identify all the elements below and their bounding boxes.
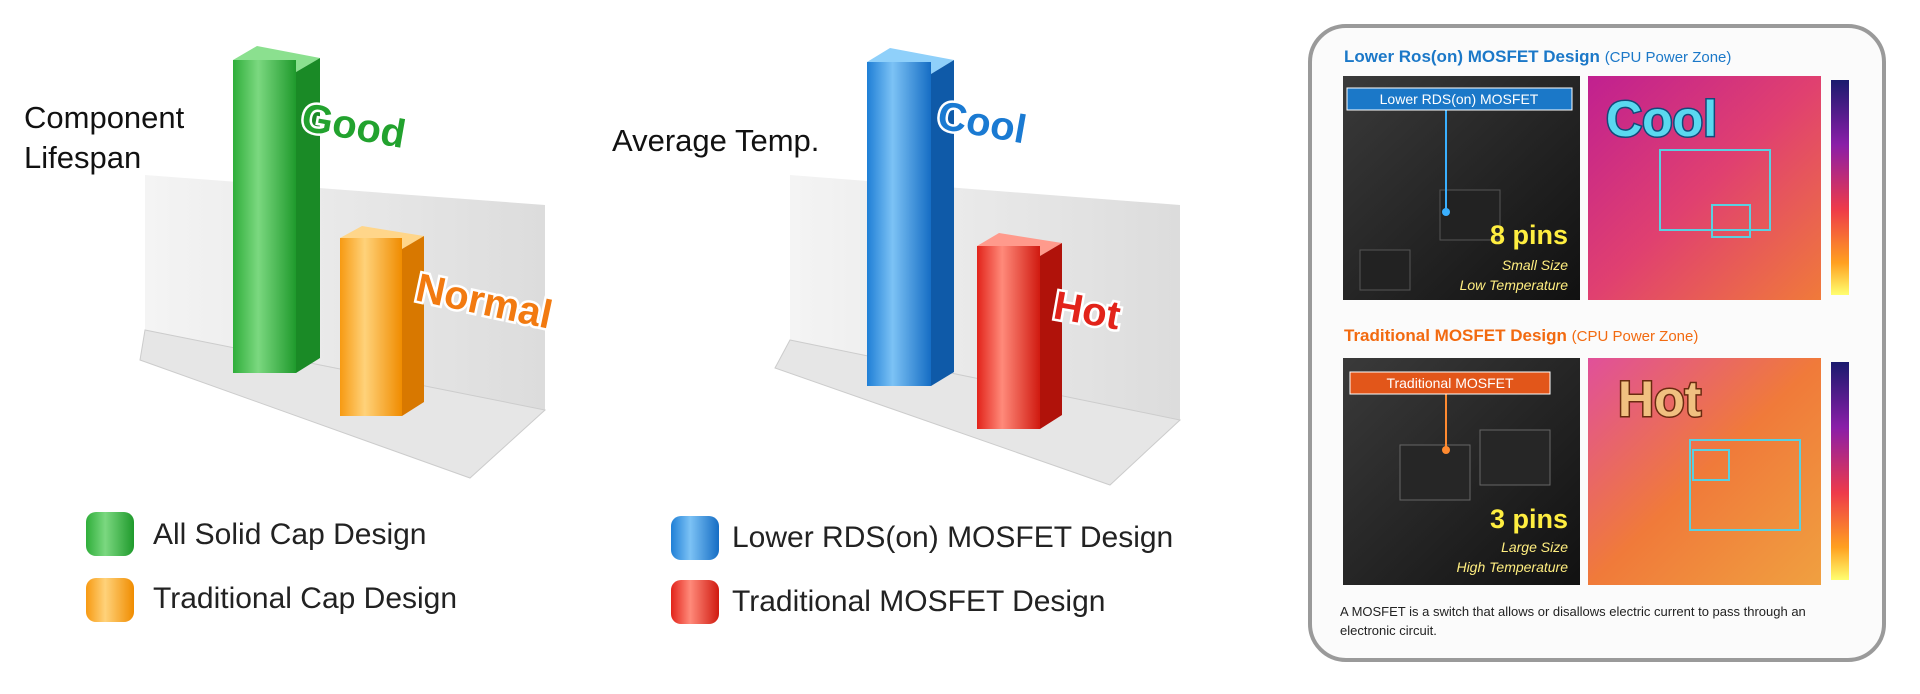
pins: 8 pins: [1490, 220, 1568, 250]
bar: [867, 62, 931, 386]
thermal-image: [1588, 76, 1821, 300]
size: Large Size: [1501, 539, 1568, 555]
temperature: Low Temperature: [1460, 277, 1569, 293]
legend-swatch: [86, 578, 134, 622]
footnote: A MOSFET is a switch that allows or disa…: [1340, 604, 1806, 638]
thermal-image: [1588, 358, 1821, 585]
pointer-dot: [1442, 446, 1450, 454]
chip-label-box: [1349, 371, 1551, 395]
section-title: Lower Ros(on) MOSFET Design (CPU Power Z…: [1344, 47, 1731, 66]
legend-swatch: [671, 580, 719, 624]
chip-label: Lower RDS(on) MOSFET: [1380, 91, 1539, 107]
thermal-outline: [1711, 204, 1751, 238]
thermal-outline: [1659, 149, 1771, 231]
bar: [233, 60, 296, 373]
legend-label: Traditional Cap Design: [153, 582, 457, 615]
chip-label-box: [1346, 87, 1573, 111]
pointer-dot: [1442, 208, 1450, 216]
temperature: High Temperature: [1456, 559, 1568, 575]
legend-swatch: [86, 512, 134, 556]
legend-label: Traditional MOSFET Design: [732, 585, 1105, 618]
axis-label: Component Lifespan: [24, 100, 185, 175]
bar-top: [977, 233, 1062, 256]
bar: [977, 246, 1040, 429]
legend-swatch: [671, 516, 719, 560]
bar-side: [402, 236, 424, 416]
thermal-label: Hot: [1618, 371, 1702, 427]
bar: [340, 238, 402, 416]
legend-label: Lower RDS(on) MOSFET Design: [732, 521, 1173, 554]
thermal-label: Cool: [1606, 91, 1717, 147]
chip-label: Traditional MOSFET: [1386, 375, 1514, 391]
size: Small Size: [1502, 257, 1568, 273]
legend-label: All Solid Cap Design: [153, 518, 426, 551]
chip: [1359, 249, 1411, 291]
bar-top: [867, 48, 954, 74]
bar-top: [233, 46, 320, 72]
bar-side: [1040, 243, 1062, 429]
chip: [1479, 429, 1551, 486]
bar-side: [931, 60, 954, 386]
section-title: Traditional MOSFET Design (CPU Power Zon…: [1344, 326, 1698, 345]
color-scale: [1831, 80, 1849, 295]
chip: [1439, 189, 1501, 241]
thermal-outline: [1689, 439, 1801, 531]
axis-label: Average Temp.: [612, 123, 820, 158]
chip: [1399, 444, 1471, 501]
pins: 3 pins: [1490, 504, 1568, 534]
color-scale: [1831, 362, 1849, 580]
bar-top: [340, 226, 424, 249]
bar-side: [296, 58, 320, 373]
thermal-outline: [1692, 449, 1730, 481]
